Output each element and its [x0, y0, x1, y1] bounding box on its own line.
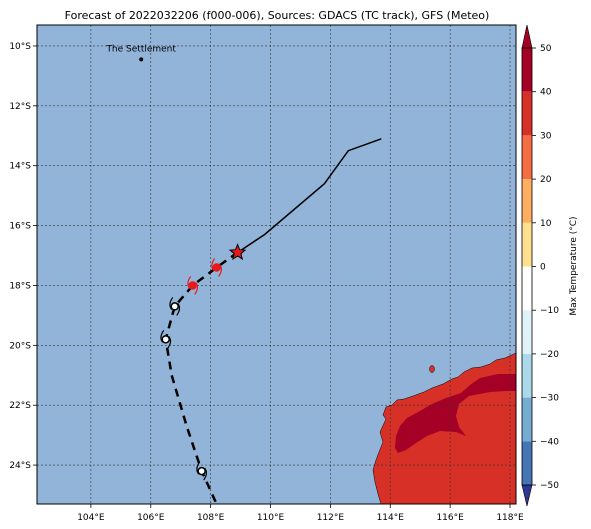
lat-tick-label: 22°S: [9, 401, 31, 411]
storm-symbol-icon: [160, 329, 172, 349]
colorbar-band: [522, 91, 532, 136]
colorbar-band: [522, 310, 532, 354]
colorbar-label: Max Temperature (°C): [569, 216, 579, 315]
heat-region: [395, 374, 516, 453]
islet: [429, 365, 435, 373]
storm-eye: [197, 466, 206, 476]
colorbar-tick-label: −20: [540, 350, 559, 360]
colorbar-tick-label: 50: [540, 44, 552, 54]
lon-tick-label: 112°E: [317, 513, 345, 523]
lat-tick-label: 20°S: [9, 341, 31, 351]
storm-track: [160, 138, 382, 504]
colorbar-ticks: 50 40 30 20 10 0 −10 −20 −30 −40 −50: [532, 44, 559, 491]
lat-tick-label: 16°S: [9, 222, 31, 232]
storm-symbol-icon: [187, 276, 199, 295]
lon-tick-label: 114°E: [377, 513, 405, 523]
colorbar-tick-label: 0: [540, 263, 546, 273]
colorbar-tick-label: 40: [540, 88, 552, 98]
figure-title: Forecast of 2022032206 (f000-006), Sourc…: [65, 9, 490, 22]
lat-tick-label: 10°S: [9, 42, 31, 52]
colorbar-tick-label: −10: [540, 306, 559, 316]
colorbar-band: [522, 266, 532, 311]
lat-tick-label: 24°S: [9, 461, 31, 471]
land-masses: [372, 352, 516, 504]
storm-markers: [160, 258, 222, 481]
colorbar-band: [522, 48, 532, 92]
storm-eye: [188, 281, 197, 290]
colorbar-band: [522, 179, 532, 223]
storm-symbol-icon: [211, 258, 222, 277]
storm-eye: [161, 335, 170, 344]
storm-eye: [170, 302, 179, 311]
place-label: The Settlement: [105, 44, 176, 54]
lon-tick-label: 106°E: [137, 513, 165, 523]
colorbar-band: [522, 353, 532, 398]
colorbar: 50 40 30 20 10 0 −10 −20 −30 −40 −50 Max Temperatu…: [521, 24, 579, 507]
colorbar-under-arrow: [521, 484, 533, 507]
colorbar-band: [522, 441, 532, 485]
colorbar-tick-label: −30: [540, 394, 559, 404]
colorbar-bands: [522, 48, 532, 485]
longitude-axis: 104°E 106°E 108°E 110°E 112°E 114°E 116°E 118°E: [77, 504, 524, 523]
colorbar-tick-label: −50: [540, 481, 559, 491]
lon-tick-label: 116°E: [436, 513, 464, 523]
observed-track-line: [237, 138, 382, 254]
storm-eye: [212, 263, 221, 272]
lon-tick-label: 110°E: [257, 513, 285, 523]
current-position-star-icon: [228, 243, 247, 261]
colorbar-tick-label: 10: [540, 219, 552, 229]
colorbar-band: [522, 135, 532, 180]
latitude-axis: 10°S 12°S 14°S 16°S 18°S 20°S 22°S 24°S: [9, 42, 37, 471]
storm-symbol-icon: [196, 461, 208, 481]
lat-tick-label: 18°S: [9, 281, 31, 291]
lon-tick-label: 118°E: [496, 513, 524, 523]
lat-tick-label: 12°S: [9, 102, 31, 112]
lon-tick-label: 104°E: [77, 513, 105, 523]
lon-tick-label: 108°E: [197, 513, 225, 523]
place-marker: The Settlement: [105, 44, 176, 62]
colorbar-tick-label: −40: [540, 437, 559, 447]
colorbar-band: [522, 222, 532, 267]
colorbar-band: [522, 397, 532, 442]
lat-tick-label: 14°S: [9, 162, 31, 172]
storm-symbol-icon: [169, 297, 181, 316]
colorbar-over-arrow: [521, 24, 533, 49]
colorbar-tick-label: 20: [540, 175, 552, 185]
place-dot: [139, 57, 144, 62]
map-frame: [36, 24, 517, 505]
colorbar-tick-label: 30: [540, 131, 552, 141]
